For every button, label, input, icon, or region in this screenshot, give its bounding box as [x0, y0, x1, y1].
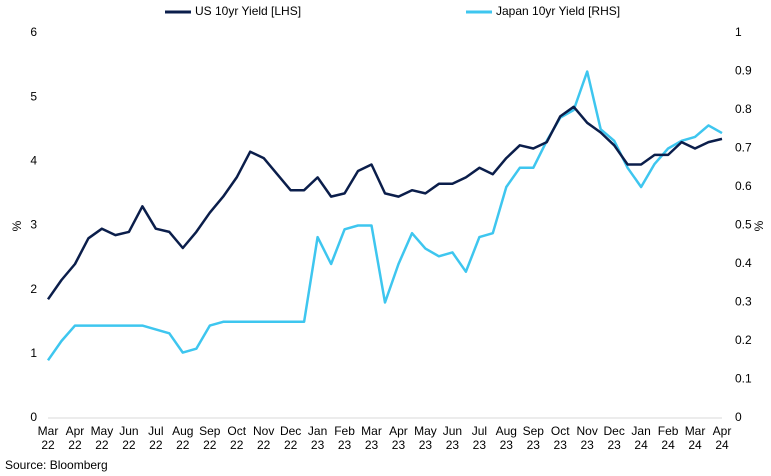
series-line [46, 70, 723, 362]
x-tick-label: Oct 22 [227, 424, 247, 452]
x-tick-label: Sep 23 [522, 424, 544, 452]
x-tick-label: Jul 22 [148, 424, 164, 452]
x-tick-label: Feb 23 [334, 424, 355, 452]
x-tick-label: Nov 22 [253, 424, 275, 452]
y2-tick-label: 0.6 [735, 179, 752, 193]
x-tick-label: Jun 23 [442, 424, 463, 452]
y-tick-label: 6 [30, 25, 37, 39]
y-tick-label: 4 [30, 154, 37, 168]
x-tick-label: Aug 23 [495, 424, 517, 452]
x-tick-label: Nov 23 [576, 424, 598, 452]
y2-axis-label: % [752, 220, 766, 231]
x-tick-label: May 22 [90, 424, 114, 452]
x-tick-label: Apr 24 [712, 424, 732, 452]
legend-label: US 10yr Yield [LHS] [195, 4, 301, 18]
x-tick-label: Oct 23 [550, 424, 570, 452]
y2-tick-label: 0.8 [735, 102, 752, 116]
y2-tick-label: 0.5 [735, 218, 752, 232]
x-tick-label: Apr 23 [389, 424, 408, 452]
x-tick-label: Sep 22 [199, 424, 221, 452]
x-tick-label: Jan 23 [307, 424, 328, 452]
x-tick-label: Jan 24 [631, 424, 651, 452]
x-tick-label: May 23 [414, 424, 437, 452]
x-tick-label: Mar 22 [37, 424, 59, 452]
y-axis-label: % [10, 220, 24, 231]
x-tick-label: Jun 22 [119, 424, 139, 452]
x-tick-label: Mar 24 [684, 424, 706, 452]
y-tick-label: 2 [30, 282, 37, 296]
x-tick-label: Aug 22 [172, 424, 194, 452]
y2-tick-label: 0.7 [735, 141, 752, 155]
x-tick-label: Dec 22 [279, 424, 302, 452]
x-tick-label: Feb 24 [657, 424, 679, 452]
y-tick-label: 1 [30, 346, 37, 360]
y-tick-label: 0 [30, 410, 37, 424]
y2-tick-label: 0.3 [735, 295, 752, 309]
legend-label: Japan 10yr Yield [RHS] [496, 4, 620, 18]
series-line [46, 105, 723, 301]
y2-tick-label: 1 [735, 25, 742, 39]
y2-tick-label: 0 [735, 410, 742, 424]
x-tick-label: Mar 23 [361, 424, 382, 452]
x-tick-label: Dec 23 [603, 424, 625, 452]
y2-tick-label: 0.4 [735, 256, 752, 270]
y-tick-label: 5 [30, 89, 37, 103]
y2-tick-label: 0.2 [735, 333, 752, 347]
y-tick-label: 3 [30, 218, 37, 232]
x-tick-label: Jul 23 [471, 424, 488, 452]
source-note: Source: Bloomberg [5, 458, 108, 472]
y2-tick-label: 0.1 [735, 372, 752, 386]
x-tick-label: Apr 22 [65, 424, 85, 452]
y2-tick-label: 0.9 [735, 64, 752, 78]
